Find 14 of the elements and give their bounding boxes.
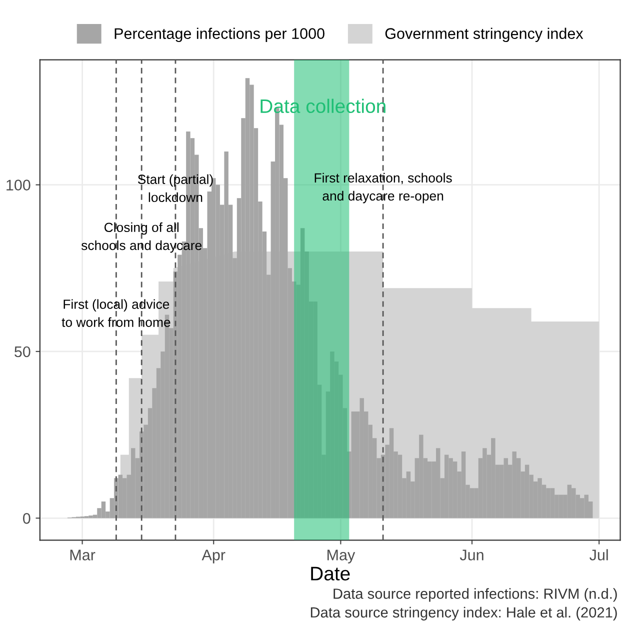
- x-tick-label: Jul: [590, 549, 608, 560]
- x-tick-label: Apr: [202, 550, 226, 564]
- ref-line-label: First relaxation, schools and daycare re-open: [314, 172, 452, 204]
- legend-label: Government stringency index: [385, 28, 584, 42]
- x-tick-label: Mar: [70, 550, 96, 560]
- y-tick-label: 100: [6, 180, 30, 190]
- legend-label: Percentage infections per 1000: [114, 28, 324, 42]
- y-tick-label: 50: [14, 346, 30, 358]
- y-tick-label: 0: [23, 513, 30, 524]
- x-tick-label: May: [328, 550, 356, 564]
- x-tick-label: Jun: [460, 550, 484, 560]
- source-note: Data source stringency index: Hale et al. (2021): [310, 606, 617, 620]
- source-note: Data source reported infections: RIVM (n.d.): [334, 588, 617, 602]
- x-axis-title: Date: [311, 566, 350, 580]
